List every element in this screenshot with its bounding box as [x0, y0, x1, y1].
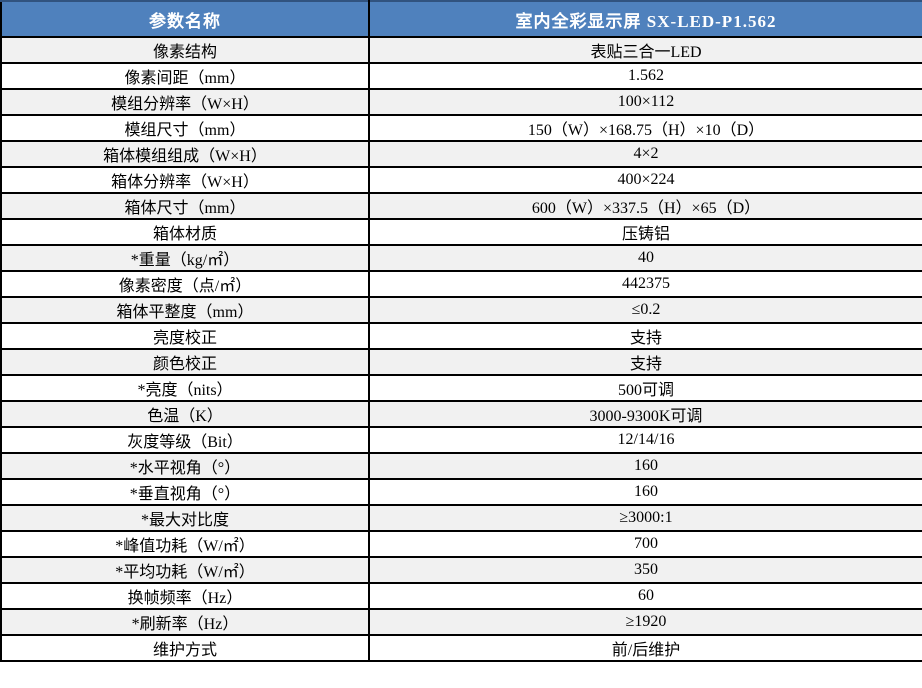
table-row: 箱体平整度（mm） ≤0.2 — [0, 296, 922, 324]
table-row: *重量（kg/㎡） 40 — [0, 244, 922, 272]
table-row: 颜色校正 支持 — [0, 348, 922, 376]
header-row: 参数名称 室内全彩显示屏 SX-LED-P1.562 — [0, 0, 922, 38]
table-row: 模组分辨率（W×H） 100×112 — [0, 88, 922, 116]
header-product-model: 室内全彩显示屏 SX-LED-P1.562 — [368, 0, 922, 38]
table-row: 灰度等级（Bit） 12/14/16 — [0, 426, 922, 454]
table-row: 箱体材质 压铸铝 — [0, 218, 922, 246]
param-cell: 箱体模组组成（W×H） — [0, 140, 370, 168]
param-cell: 箱体尺寸（mm） — [0, 192, 370, 220]
value-cell: 350 — [368, 556, 922, 584]
param-cell: 箱体平整度（mm） — [0, 296, 370, 324]
value-cell: 3000-9300K可调 — [368, 400, 922, 428]
value-cell: 60 — [368, 582, 922, 610]
param-cell: *垂直视角（°） — [0, 478, 370, 506]
header-param-name: 参数名称 — [0, 0, 370, 38]
value-cell: 表贴三合一LED — [368, 36, 922, 64]
table-row: 换帧频率（Hz） 60 — [0, 582, 922, 610]
param-cell: *平均功耗（W/㎡） — [0, 556, 370, 584]
value-cell: 12/14/16 — [368, 426, 922, 454]
param-cell: *最大对比度 — [0, 504, 370, 532]
value-cell: 4×2 — [368, 140, 922, 168]
value-cell: ≤0.2 — [368, 296, 922, 324]
value-cell: 160 — [368, 478, 922, 506]
table-row: *刷新率（Hz） ≥1920 — [0, 608, 922, 636]
param-cell: 像素结构 — [0, 36, 370, 64]
table-row: 维护方式 前/后维护 — [0, 634, 922, 662]
value-cell: 支持 — [368, 348, 922, 376]
param-cell: 维护方式 — [0, 634, 370, 662]
spec-table-body: 像素结构 表贴三合一LED 像素间距（mm） 1.562 模组分辨率（W×H） 100×1… — [0, 36, 922, 662]
value-cell: 150（W）×168.75（H）×10（D） — [368, 114, 922, 142]
table-row: 模组尺寸（mm） 150（W）×168.75（H）×10（D） — [0, 114, 922, 142]
param-cell: 色温（K） — [0, 400, 370, 428]
table-row: 亮度校正 支持 — [0, 322, 922, 350]
param-cell: *刷新率（Hz） — [0, 608, 370, 636]
value-cell: 40 — [368, 244, 922, 272]
param-cell: 换帧频率（Hz） — [0, 582, 370, 610]
param-cell: *水平视角（°） — [0, 452, 370, 480]
param-cell: *重量（kg/㎡） — [0, 244, 370, 272]
value-cell: 支持 — [368, 322, 922, 350]
param-cell: 灰度等级（Bit） — [0, 426, 370, 454]
table-row: *峰值功耗（W/㎡） 700 — [0, 530, 922, 558]
table-row: 箱体尺寸（mm） 600（W）×337.5（H）×65（D） — [0, 192, 922, 220]
value-cell: 700 — [368, 530, 922, 558]
table-row: *最大对比度 ≥3000:1 — [0, 504, 922, 532]
table-row: *垂直视角（°） 160 — [0, 478, 922, 506]
param-cell: 颜色校正 — [0, 348, 370, 376]
param-cell: 亮度校正 — [0, 322, 370, 350]
param-cell: *亮度（nits） — [0, 374, 370, 402]
table-row: 箱体分辨率（W×H） 400×224 — [0, 166, 922, 194]
value-cell: 1.562 — [368, 62, 922, 90]
table-row: 像素密度（点/㎡） 442375 — [0, 270, 922, 298]
param-cell: 模组分辨率（W×H） — [0, 88, 370, 116]
value-cell: ≥1920 — [368, 608, 922, 636]
value-cell: 160 — [368, 452, 922, 480]
param-cell: 像素间距（mm） — [0, 62, 370, 90]
param-cell: 箱体分辨率（W×H） — [0, 166, 370, 194]
value-cell: 442375 — [368, 270, 922, 298]
value-cell: 500可调 — [368, 374, 922, 402]
param-cell: 模组尺寸（mm） — [0, 114, 370, 142]
table-row: *水平视角（°） 160 — [0, 452, 922, 480]
table-row: 像素结构 表贴三合一LED — [0, 36, 922, 64]
value-cell: 600（W）×337.5（H）×65（D） — [368, 192, 922, 220]
value-cell: 前/后维护 — [368, 634, 922, 662]
table-row: 色温（K） 3000-9300K可调 — [0, 400, 922, 428]
value-cell: ≥3000:1 — [368, 504, 922, 532]
table-row: 像素间距（mm） 1.562 — [0, 62, 922, 90]
table-row: *亮度（nits） 500可调 — [0, 374, 922, 402]
spec-table: 参数名称 室内全彩显示屏 SX-LED-P1.562 像素结构 表贴三合一LED 像… — [0, 0, 922, 662]
value-cell: 压铸铝 — [368, 218, 922, 246]
value-cell: 400×224 — [368, 166, 922, 194]
param-cell: 像素密度（点/㎡） — [0, 270, 370, 298]
table-row: *平均功耗（W/㎡） 350 — [0, 556, 922, 584]
value-cell: 100×112 — [368, 88, 922, 116]
param-cell: 箱体材质 — [0, 218, 370, 246]
table-row: 箱体模组组成（W×H） 4×2 — [0, 140, 922, 168]
param-cell: *峰值功耗（W/㎡） — [0, 530, 370, 558]
